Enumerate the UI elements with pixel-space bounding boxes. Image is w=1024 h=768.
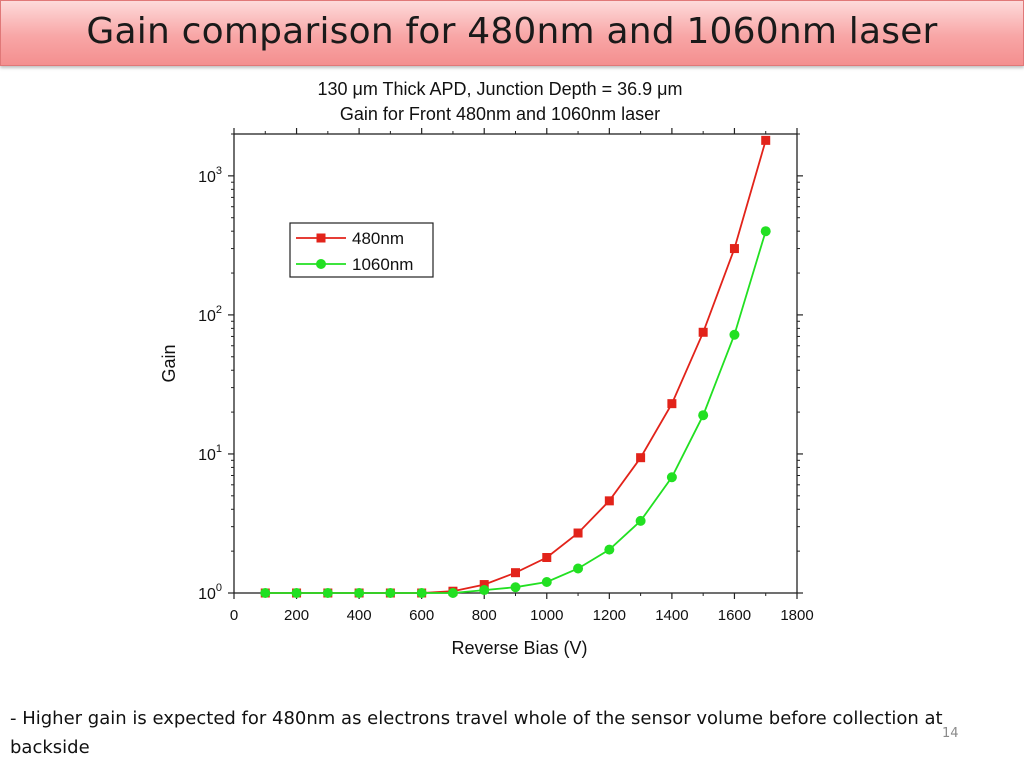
data-point-1060nm (479, 585, 490, 596)
data-point-480nm (636, 453, 646, 463)
data-point-1060nm (447, 588, 458, 598)
data-point-480nm (761, 135, 771, 145)
slide-title: Gain comparison for 480nm and 1060nm las… (86, 11, 938, 52)
data-point-1060nm (354, 588, 365, 598)
data-point-1060nm (385, 588, 396, 598)
data-point-480nm (604, 496, 614, 506)
x-tick-label: 1200 (593, 607, 626, 624)
x-tick-label: 1800 (780, 607, 813, 624)
x-tick-label: 400 (347, 607, 372, 624)
data-point-1060nm (760, 226, 771, 237)
legend-label-1060nm: 1060nm (352, 255, 413, 274)
legend-marker-1060nm (316, 259, 326, 269)
chart-title: 130 μm Thick APD, Junction Depth = 36.9 … (317, 79, 683, 99)
data-point-480nm (667, 399, 677, 409)
x-tick-label: 1000 (530, 607, 563, 624)
y-tick-label: 101 (198, 443, 222, 464)
legend-label-480nm: 480nm (352, 229, 404, 248)
y-tick-label: 100 (198, 582, 222, 603)
x-tick-label: 0 (230, 607, 238, 624)
data-point-1060nm (635, 515, 646, 526)
series-line-1060nm (265, 230, 767, 594)
y-axis-label: Gain (159, 344, 179, 382)
data-point-1060nm (291, 588, 302, 598)
page-number: 14 (942, 726, 959, 741)
x-axis-label: Reverse Bias (V) (451, 638, 587, 658)
data-point-1060nm (510, 582, 521, 593)
y-tick-label: 102 (198, 304, 222, 325)
data-point-480nm (698, 327, 708, 337)
data-point-1060nm (698, 410, 709, 421)
data-point-1060nm (541, 576, 552, 587)
x-tick-label: 200 (284, 607, 309, 624)
chart-subtitle: Gain for Front 480nm and 1060nm laser (339, 104, 661, 124)
plot-frame (233, 133, 798, 594)
legend-marker-480nm (316, 233, 326, 243)
data-point-480nm (479, 580, 489, 590)
data-point-480nm (729, 244, 739, 254)
data-point-1060nm (416, 588, 427, 598)
data-point-1060nm (604, 544, 615, 555)
x-tick-label: 1600 (718, 607, 751, 624)
data-point-1060nm (322, 588, 333, 598)
legend-box (289, 222, 434, 278)
data-point-1060nm (573, 563, 584, 574)
slide-caption: - Higher gain is expected for 480nm as e… (10, 708, 943, 758)
x-tick-label: 800 (472, 607, 497, 624)
data-point-1060nm (729, 329, 740, 340)
series-line-480nm (265, 140, 767, 594)
data-point-1060nm (666, 472, 677, 483)
slide-title-bar: Gain comparison for 480nm and 1060nm las… (0, 0, 1024, 66)
data-point-480nm (573, 528, 583, 538)
data-point-1060nm (260, 588, 271, 598)
x-tick-label: 1400 (655, 607, 688, 624)
x-tick-label: 600 (409, 607, 434, 624)
data-point-480nm (542, 553, 552, 563)
data-point-480nm (511, 568, 520, 578)
y-tick-label: 103 (198, 165, 222, 186)
